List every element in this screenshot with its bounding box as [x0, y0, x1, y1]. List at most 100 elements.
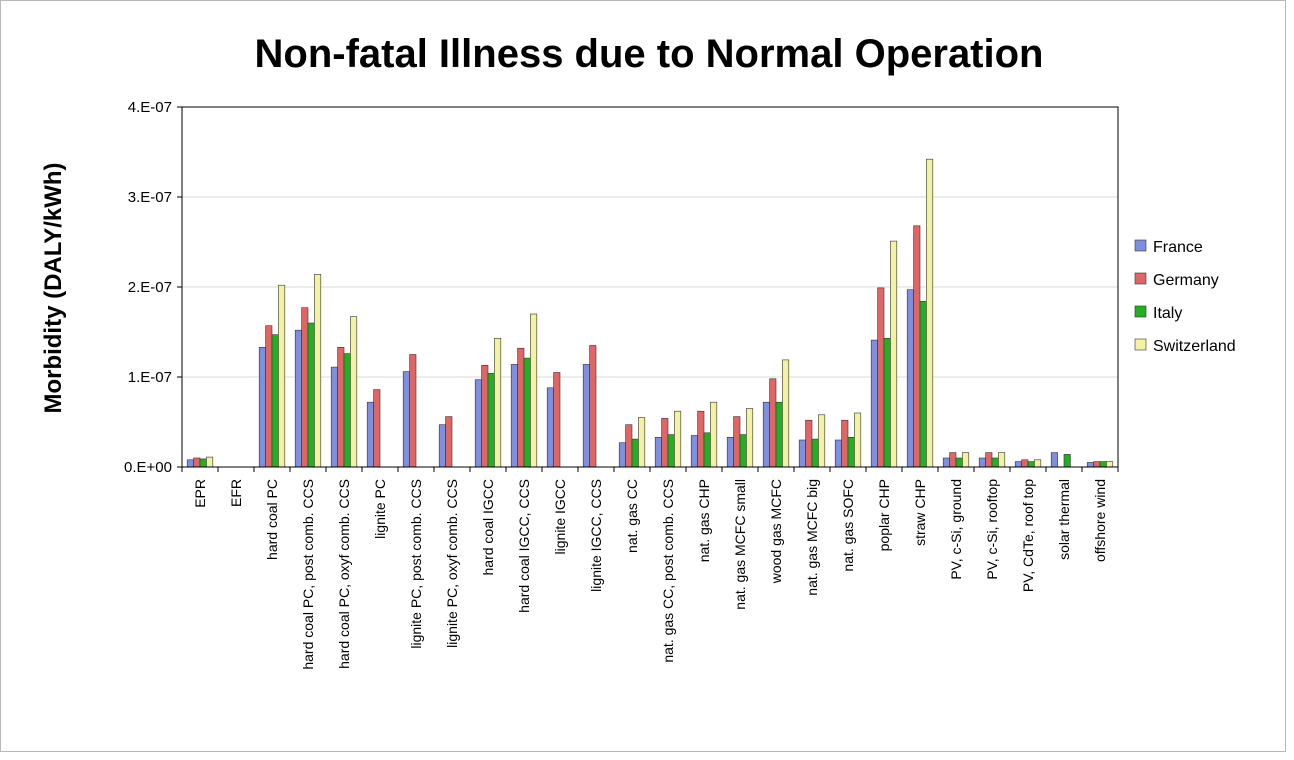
legend-swatch: [1134, 239, 1147, 252]
bar-france: [294, 329, 302, 468]
bar-switzerland: [926, 158, 934, 468]
y-tick-label: 1.E-07: [128, 369, 172, 386]
x-tick-label: poplar CHP: [876, 479, 892, 551]
bar-italy: [343, 353, 351, 468]
bar-switzerland: [206, 456, 214, 468]
bar-france: [1050, 452, 1058, 468]
legend-swatch: [1134, 338, 1147, 351]
x-tick-label: hard coal PC, oxyf comb. CCS: [336, 479, 352, 669]
bar-germany: [697, 410, 705, 468]
bar-germany: [409, 354, 417, 468]
gridlines: [182, 106, 1118, 378]
bar-switzerland: [710, 401, 718, 468]
x-tick-label: offshore wind: [1092, 479, 1108, 562]
x-tick-label: nat. gas CHP: [696, 479, 712, 562]
bar-france: [1014, 461, 1022, 468]
bar-germany: [769, 378, 777, 468]
bar-germany: [301, 307, 309, 468]
x-tick-label: hard coal IGCC, CCS: [516, 479, 532, 613]
y-axis-label: Morbidity (DALY/kWh): [40, 162, 67, 413]
chart-title: Non-fatal Illness due to Normal Operatio…: [255, 32, 1044, 76]
x-tick-label: nat. gas CC, post comb. CCS: [660, 479, 676, 663]
bar-germany: [913, 225, 921, 468]
bar-italy: [775, 401, 783, 468]
bar-switzerland: [1106, 461, 1114, 468]
bar-germany: [661, 418, 669, 468]
bar-italy: [631, 438, 639, 468]
x-tick-label: PV, CdTe, roof top: [1020, 479, 1036, 592]
bar-germany: [265, 325, 273, 468]
bar-italy: [739, 434, 747, 468]
legend-label: Italy: [1153, 305, 1182, 322]
y-tick-label: 0.E+00: [124, 459, 172, 476]
bar-italy: [991, 457, 999, 468]
bar-germany: [805, 419, 813, 468]
bar-switzerland: [278, 284, 286, 468]
x-tick-label: nat. gas CC: [624, 479, 640, 553]
bar-france: [798, 439, 806, 468]
bar-switzerland: [854, 412, 862, 468]
bar-france: [726, 436, 734, 468]
x-tick-label: straw CHP: [912, 479, 928, 546]
bar-italy: [955, 457, 963, 468]
legend-label: France: [1153, 239, 1203, 256]
bar-italy: [1063, 454, 1071, 468]
bar-germany: [625, 424, 633, 468]
bar-france: [510, 364, 518, 468]
bar-italy: [703, 432, 711, 468]
bar-france: [474, 379, 482, 468]
x-tick-label: lignite IGCC: [552, 479, 568, 554]
bar-france: [870, 339, 878, 468]
bar-france: [582, 364, 590, 468]
bar-france: [546, 387, 554, 468]
legend-swatch: [1134, 272, 1147, 285]
x-tick-label: EFR: [228, 479, 244, 507]
y-tick-labels: 0.E+00 1.E-07 2.E-07 3.E-07 4.E-07: [124, 99, 172, 476]
bar-france: [834, 439, 842, 468]
bar-germany: [733, 416, 741, 468]
x-tick-label: nat. gas SOFC: [840, 479, 856, 572]
legend-swatch: [1134, 305, 1147, 318]
bar-germany: [985, 452, 993, 468]
bar-switzerland: [494, 337, 502, 468]
bar-switzerland: [638, 417, 646, 468]
bar-germany: [1021, 459, 1029, 468]
bar-switzerland: [674, 410, 682, 468]
bar-switzerland: [962, 452, 970, 468]
bar-france: [186, 459, 194, 468]
bar-france: [258, 346, 266, 468]
bar-switzerland: [746, 408, 754, 468]
x-tick-label: EPR: [192, 479, 208, 508]
bar-germany: [841, 419, 849, 468]
bar-germany: [877, 287, 885, 468]
bar-france: [942, 457, 950, 468]
x-tick-label: lignite IGCC, CCS: [588, 479, 604, 592]
category-labels: EPR EFR hard coal PC hard coal PC, post com…: [192, 479, 1108, 670]
bar-france: [402, 371, 410, 468]
bar-italy: [883, 337, 891, 468]
bar-germany: [481, 364, 489, 468]
x-tick-label: hard coal PC, post comb. CCS: [300, 479, 316, 670]
bar-italy: [811, 438, 819, 468]
x-tick-label: lignite PC: [372, 479, 388, 539]
x-tick-label: PV, c-Si, rooftop: [984, 479, 1000, 580]
bar-germany: [553, 372, 561, 468]
bar-germany: [949, 452, 957, 468]
bar-germany: [193, 457, 201, 468]
bar-italy: [271, 334, 279, 468]
bar-france: [762, 401, 770, 468]
legend-label: Switzerland: [1153, 338, 1236, 355]
bar-italy: [1027, 461, 1035, 468]
bar-france: [906, 289, 914, 468]
bar-italy: [199, 458, 207, 468]
bar-italy: [523, 357, 531, 468]
bar-switzerland: [890, 240, 898, 468]
bar-italy: [487, 373, 495, 468]
x-tick-label: wood gas MCFC: [768, 479, 784, 584]
bar-italy: [919, 301, 927, 468]
bar-france: [438, 424, 446, 468]
bar-france: [618, 442, 626, 468]
x-tick-label: lignite PC, post comb. CCS: [408, 479, 424, 649]
